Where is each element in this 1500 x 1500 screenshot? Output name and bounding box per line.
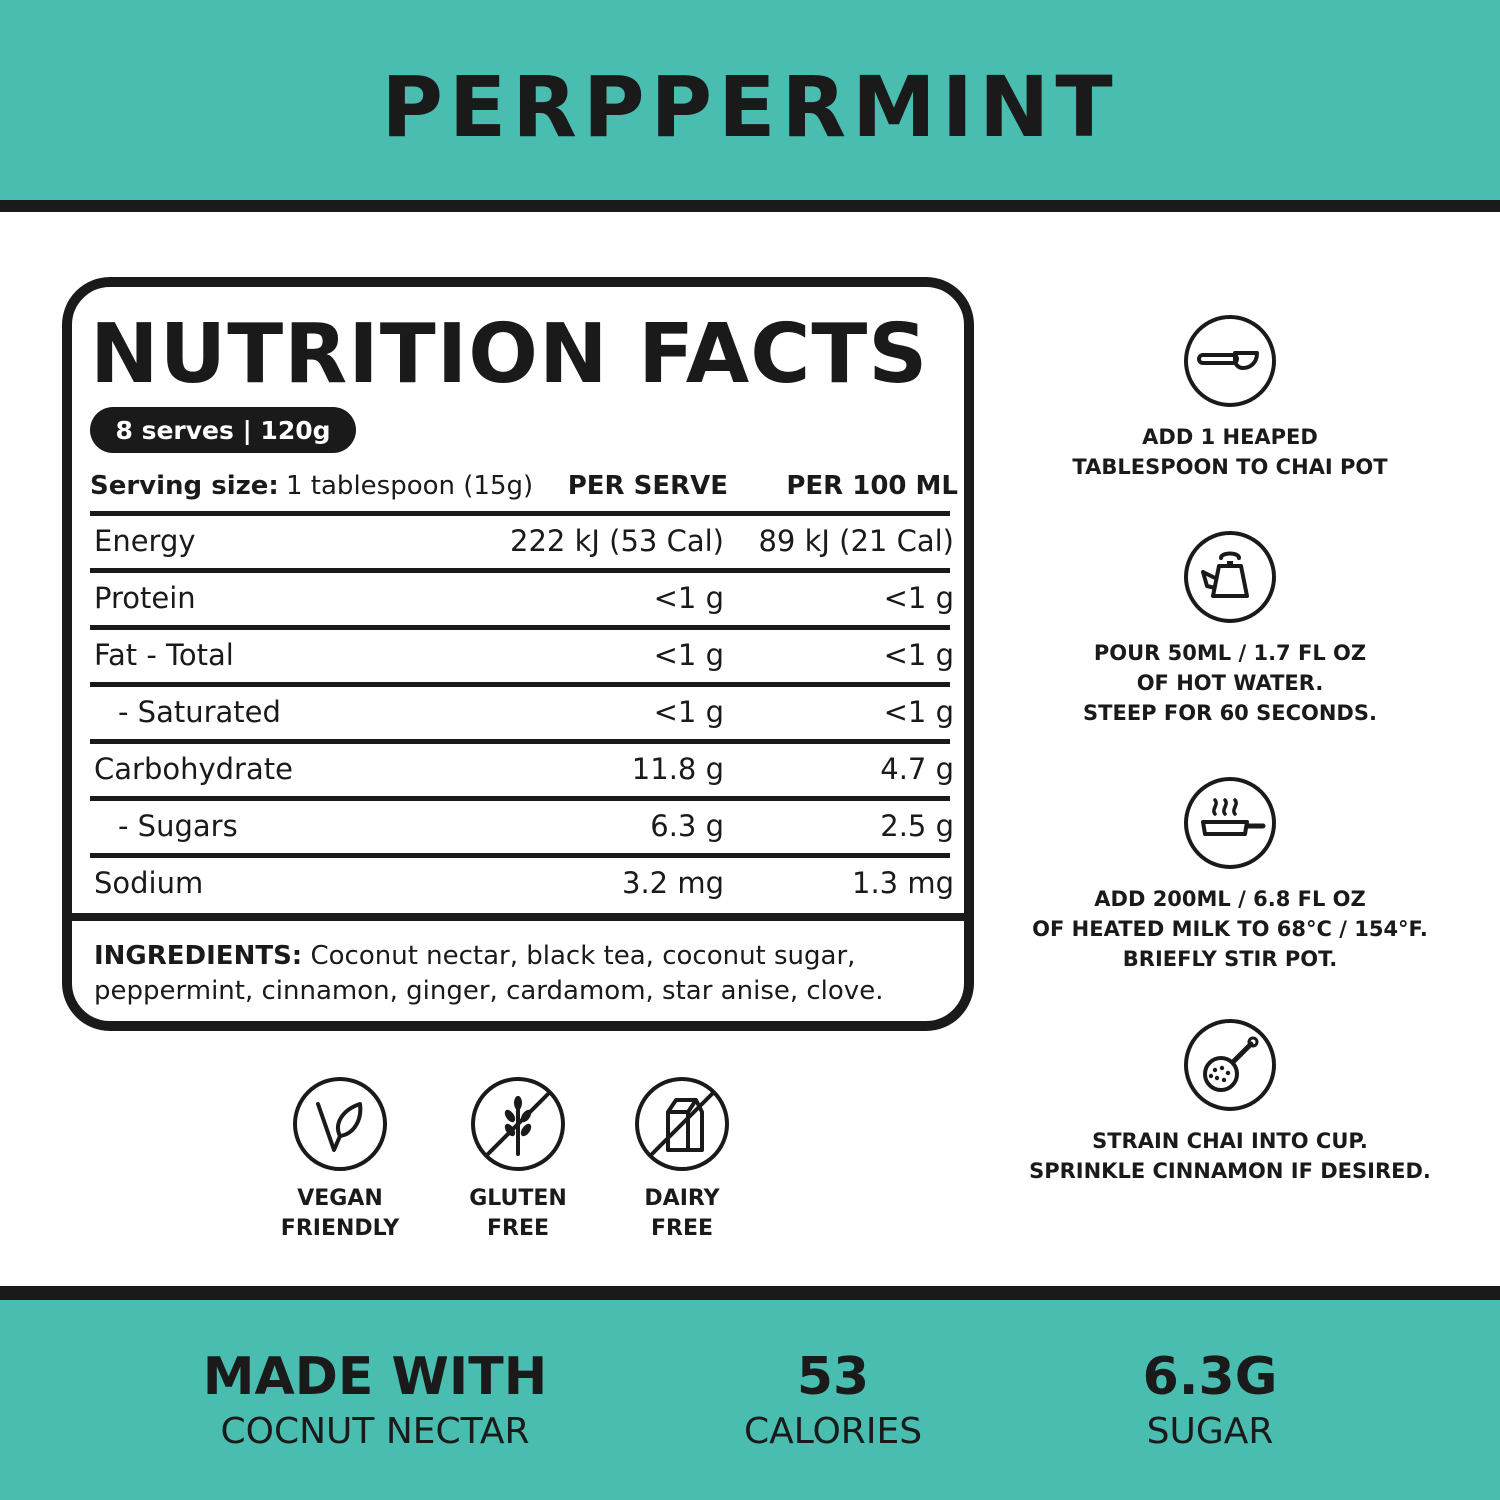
stat-headline: MADE WITH — [202, 1347, 548, 1407]
footer-band — [0, 1300, 1500, 1500]
hot-pan-icon — [1184, 777, 1276, 869]
nutrition-facts-panel: NUTRITION FACTS 8 serves | 120g Serving … — [62, 277, 974, 1031]
stat-sugar: 6.3G SUGAR — [1060, 1345, 1360, 1455]
strainer-icon — [1184, 1019, 1276, 1111]
stat-calories: 53 CALORIES — [683, 1345, 983, 1455]
per-100ml-value: <1 g — [883, 638, 954, 672]
per-100ml-value: 4.7 g — [880, 752, 954, 786]
step-3: ADD 200ML / 6.8 FL OZ OF HEATED MILK TO … — [1000, 776, 1460, 974]
ingredients-block: INGREDIENTS: Coconut nectar, black tea, … — [94, 939, 944, 1009]
step-text: POUR 50ML / 1.7 FL OZ OF HOT WATER. STEE… — [1083, 641, 1377, 725]
stat-caption: SUGAR — [1146, 1411, 1274, 1452]
step-4: STRAIN CHAI INTO CUP. SPRINKLE CINNAMON … — [1000, 1018, 1460, 1186]
nutrient-name: Sodium — [94, 866, 204, 900]
serving-size-row: Serving size: 1 tablespoon (15g) PER SER… — [90, 471, 958, 507]
nutrition-facts-title: NUTRITION FACTS — [90, 307, 929, 402]
stat-made-with: MADE WITH COCNUT NECTAR — [175, 1345, 575, 1455]
dietary-badges: VEGAN FRIENDLY GLUTEN FREE DAIRY FREE — [0, 1076, 900, 1256]
nutrition-row-fat-total: Fat - Total <1 g <1 g — [90, 625, 954, 682]
nutrient-name: - Saturated — [118, 695, 281, 729]
badge-label: VEGAN FRIENDLY — [280, 1186, 400, 1241]
step-text: ADD 200ML / 6.8 FL OZ OF HEATED MILK TO … — [1032, 887, 1428, 971]
badge-gluten-free: GLUTEN FREE — [428, 1076, 608, 1244]
stat-headline: 53 — [796, 1347, 870, 1407]
nutrient-name: - Sugars — [118, 809, 238, 843]
step-1: ADD 1 HEAPED TABLESPOON TO CHAI POT — [1000, 314, 1460, 482]
kettle-icon — [1184, 531, 1276, 623]
per-serve-value: 11.8 g — [631, 752, 724, 786]
step-text: STRAIN CHAI INTO CUP. SPRINKLE CINNAMON … — [1029, 1129, 1431, 1183]
stat-caption: CALORIES — [743, 1411, 923, 1452]
nutrition-row-carbohydrate: Carbohydrate 11.8 g 4.7 g — [90, 739, 954, 796]
per-serve-value: 222 kJ (53 Cal) — [510, 524, 724, 558]
per-100ml-value: 89 kJ (21 Cal) — [758, 524, 954, 558]
ingredients-divider — [72, 913, 964, 921]
nutrition-row-energy: Energy 222 kJ (53 Cal) 89 kJ (21 Cal) — [90, 511, 954, 568]
column-header-per-serve: PER SERVE — [567, 471, 728, 501]
per-100ml-value: 2.5 g — [880, 809, 954, 843]
per-100ml-value: 1.3 mg — [852, 866, 954, 900]
badge-label: DAIRY FREE — [644, 1186, 720, 1241]
nutrition-table: Energy 222 kJ (53 Cal) 89 kJ (21 Cal) Pr… — [90, 511, 954, 910]
column-header-per-100ml: PER 100 ML — [786, 471, 958, 501]
gluten-free-icon — [471, 1077, 565, 1171]
nutrition-row-sodium: Sodium 3.2 mg 1.3 mg — [90, 853, 954, 910]
vegan-leaf-icon — [293, 1077, 387, 1171]
tablespoon-icon — [1184, 315, 1276, 407]
nutrition-row-saturated: - Saturated <1 g <1 g — [90, 682, 954, 739]
ingredients-text: Coconut nectar, black tea, coconut sugar… — [94, 941, 884, 1006]
badge-label: GLUTEN FREE — [469, 1186, 567, 1241]
footer-divider — [0, 1286, 1500, 1300]
nutrient-name: Protein — [94, 581, 196, 615]
per-serve-value: <1 g — [653, 638, 724, 672]
nutrient-name: Carbohydrate — [94, 752, 293, 786]
header-divider — [0, 200, 1500, 212]
per-100ml-value: <1 g — [883, 581, 954, 615]
ingredients-label: INGREDIENTS: — [94, 941, 303, 971]
step-2: POUR 50ML / 1.7 FL OZ OF HOT WATER. STEE… — [1000, 530, 1460, 728]
nutrient-name: Fat - Total — [94, 638, 234, 672]
nutrition-row-protein: Protein <1 g <1 g — [90, 568, 954, 625]
serving-size-value: 1 tablespoon (15g) — [286, 471, 534, 501]
serving-size-label: Serving size: — [90, 471, 279, 501]
step-text: ADD 1 HEAPED TABLESPOON TO CHAI POT — [1072, 425, 1388, 479]
per-serve-value: 6.3 g — [650, 809, 724, 843]
badge-dairy-free: DAIRY FREE — [592, 1076, 772, 1244]
per-serve-value: 3.2 mg — [622, 866, 724, 900]
per-serve-value: <1 g — [653, 695, 724, 729]
dairy-free-icon — [635, 1077, 729, 1171]
per-serve-value: <1 g — [653, 581, 724, 615]
header-band — [0, 0, 1500, 200]
stat-caption: COCNUT NECTAR — [220, 1411, 530, 1452]
product-title: PERPPERMINT — [381, 58, 1119, 156]
stat-headline: 6.3G — [1142, 1347, 1278, 1407]
per-100ml-value: <1 g — [883, 695, 954, 729]
badge-vegan: VEGAN FRIENDLY — [250, 1076, 430, 1244]
serves-pill: 8 serves | 120g — [90, 407, 356, 453]
nutrition-row-sugars: - Sugars 6.3 g 2.5 g — [90, 796, 954, 853]
nutrient-name: Energy — [94, 524, 196, 558]
